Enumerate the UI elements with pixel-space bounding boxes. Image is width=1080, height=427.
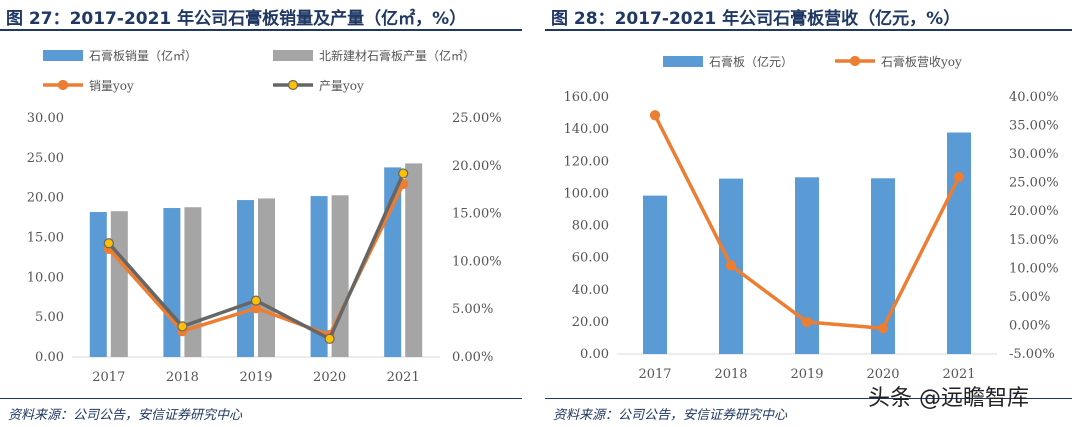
watermark: 头条 @远瞻智库 bbox=[868, 386, 1029, 411]
chart-sales-production: 0.00 5.00 10.00 15.00 20.00 25.00 30.00 0.00% 5.… bbox=[27, 48, 502, 385]
y-left-tick-label: 20.00 bbox=[27, 191, 64, 206]
bar bbox=[405, 163, 423, 357]
bar bbox=[310, 196, 328, 357]
y-right-tick-label: 5.00% bbox=[452, 302, 493, 317]
y-left-tick-label: 5.00 bbox=[35, 310, 64, 325]
series-line bbox=[107, 172, 405, 341]
legend-swatch-bar bbox=[663, 56, 703, 67]
source-divider bbox=[545, 398, 1072, 399]
y-left-tick-label: 10.00 bbox=[27, 270, 64, 285]
x-tick-label: 2020 bbox=[313, 370, 346, 385]
legend-label: 产量yoy bbox=[319, 79, 364, 93]
x-tick-label: 2020 bbox=[866, 367, 899, 382]
y-right-tick-label: 15.00% bbox=[1009, 233, 1059, 248]
bar bbox=[184, 207, 202, 357]
y-right-tick-label: 0.00% bbox=[452, 350, 493, 365]
legend-label: 石膏板（亿元） bbox=[709, 54, 793, 69]
bar bbox=[237, 200, 254, 357]
y-right-tick-label: 40.00% bbox=[1009, 90, 1059, 105]
data-point bbox=[649, 110, 661, 121]
y-left-tick-label: 40.00 bbox=[572, 283, 609, 298]
y-left-tick-label: 0.00 bbox=[580, 347, 609, 362]
chart-panel-revenue: 图 28：2017-2021 年公司石膏板营收（亿元，%） 0.00 20.00 4… bbox=[545, 0, 1080, 427]
data-point bbox=[177, 321, 188, 332]
bar bbox=[163, 208, 181, 357]
data-point bbox=[250, 295, 262, 306]
x-tick-label: 2017 bbox=[638, 367, 671, 382]
data-point bbox=[103, 238, 114, 249]
y-left-tick-label: 140.00 bbox=[564, 122, 610, 137]
bar bbox=[947, 132, 971, 354]
bar bbox=[643, 195, 667, 354]
source-divider bbox=[0, 398, 522, 399]
legend-marker bbox=[849, 55, 861, 67]
data-point bbox=[953, 171, 965, 183]
legend-marker bbox=[287, 79, 299, 91]
x-tick-label: 2021 bbox=[942, 367, 975, 382]
y-right-tick-label: 5.00% bbox=[1009, 290, 1050, 305]
y-right-tick-label: 30.00% bbox=[1009, 147, 1059, 162]
y-right-tick-label: -5.00% bbox=[1009, 347, 1055, 362]
x-tick-label: 2017 bbox=[92, 370, 125, 385]
data-point bbox=[725, 260, 737, 271]
y-right-tick-label: 35.00% bbox=[1009, 119, 1059, 134]
y-left-tick-label: 120.00 bbox=[564, 154, 610, 169]
title-divider bbox=[545, 29, 1072, 31]
y-left-tick-label: 60.00 bbox=[572, 251, 609, 266]
y-right-tick-label: 10.00% bbox=[452, 254, 502, 269]
y-right-tick-label: 20.00% bbox=[452, 159, 502, 174]
x-tick-label: 2018 bbox=[714, 367, 747, 382]
y-right-tick-label: 25.00% bbox=[452, 111, 502, 126]
y-right-tick-label: 20.00% bbox=[1009, 204, 1059, 219]
bar bbox=[258, 198, 275, 357]
chart-panel-production: 图 27：2017-2021 年公司石膏板销量及产量（亿㎡，%） 0.00 5.0… bbox=[0, 0, 530, 427]
bar bbox=[331, 195, 349, 357]
y-left-tick-label: 80.00 bbox=[572, 219, 609, 234]
y-left-tick-label: 160.00 bbox=[564, 90, 610, 105]
legend-marker bbox=[57, 79, 69, 91]
figure-title: 图 28：2017-2021 年公司石膏板营收（亿元，%） bbox=[551, 9, 961, 29]
figure-title: 图 27：2017-2021 年公司石膏板销量及产量（亿㎡，%） bbox=[6, 9, 467, 29]
y-right-tick-label: 25.00% bbox=[1009, 176, 1059, 191]
legend-label: 销量yoy bbox=[89, 79, 134, 93]
y-left-tick-label: 0.00 bbox=[35, 350, 64, 365]
chart-revenue: 0.00 20.00 40.00 60.00 80.00 100.00 120.00 140.… bbox=[564, 54, 1059, 382]
x-tick-label: 2019 bbox=[239, 370, 272, 385]
source-note: 资料来源：公司公告，安信证券研究中心 bbox=[8, 408, 243, 423]
data-point bbox=[801, 316, 813, 328]
title-divider bbox=[0, 29, 522, 31]
data-point bbox=[877, 323, 889, 334]
legend-label: 北新建材石膏板产量（亿㎡） bbox=[319, 48, 475, 63]
y-right-tick-label: 15.00% bbox=[452, 207, 502, 222]
y-left-tick-label: 30.00 bbox=[27, 111, 64, 126]
y-left-tick-label: 25.00 bbox=[27, 151, 64, 166]
legend-label: 石膏板营收yoy bbox=[881, 54, 962, 69]
y-left-tick-label: 20.00 bbox=[572, 315, 609, 330]
y-right-tick-label: 10.00% bbox=[1009, 261, 1059, 276]
x-tick-label: 2019 bbox=[790, 367, 823, 382]
legend-swatch-bar bbox=[43, 50, 83, 61]
y-left-tick-label: 100.00 bbox=[564, 186, 610, 201]
bar bbox=[795, 177, 819, 354]
data-point bbox=[398, 168, 409, 179]
x-tick-label: 2018 bbox=[166, 370, 199, 385]
x-tick-label: 2021 bbox=[387, 370, 420, 385]
y-left-tick-label: 15.00 bbox=[27, 231, 64, 246]
data-point bbox=[324, 333, 335, 344]
legend-swatch-bar bbox=[273, 50, 313, 61]
bar bbox=[110, 211, 128, 357]
source-note: 资料来源：公司公告，安信证券研究中心 bbox=[553, 408, 788, 423]
legend-label: 石膏板销量（亿㎡） bbox=[89, 48, 197, 63]
bar bbox=[89, 212, 107, 357]
y-right-tick-label: 0.00% bbox=[1009, 318, 1050, 333]
